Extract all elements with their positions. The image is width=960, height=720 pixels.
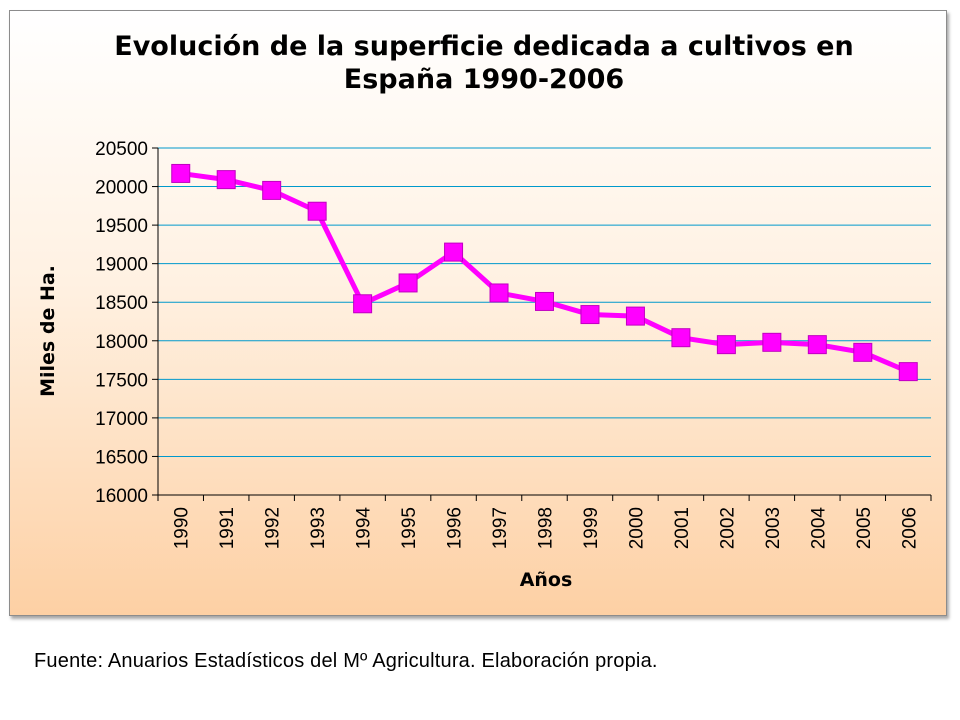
x-tick-labels: 1990 1991 1992 1993 1994 1995 1996 1997 1998 1999… <box>172 507 921 550</box>
y-axis-title: Miles de Ha. <box>37 265 59 397</box>
y-tick-label-19500: 19500 <box>95 216 148 237</box>
x-tick-label-1998: 1998 <box>536 507 557 549</box>
y-tick-label-18000: 18000 <box>95 332 148 353</box>
axes <box>152 147 932 501</box>
data-point-1991 <box>216 170 236 190</box>
x-tick-label-2001: 2001 <box>672 507 693 549</box>
data-point-1996 <box>444 242 464 262</box>
data-point-1998 <box>535 291 554 311</box>
chart-frame: Evolución de la superficie dedicada a cu… <box>9 10 947 616</box>
source-note: Fuente: Anuarios Estadísticos del Mº Agr… <box>34 650 658 672</box>
data-point-2005 <box>853 342 873 362</box>
data-point-1992 <box>262 180 282 200</box>
x-tick-label-2003: 2003 <box>763 507 784 549</box>
series-line-0 <box>180 170 910 374</box>
data-point-2002 <box>716 335 736 355</box>
x-tick-label-1995: 1995 <box>399 507 420 549</box>
x-tick-label-2002: 2002 <box>717 507 738 549</box>
y-tick-label-20000: 20000 <box>95 178 148 199</box>
chart-title-line-2: España 1990-2006 <box>344 64 624 95</box>
data-point-1994 <box>353 294 373 314</box>
series-layer <box>171 163 918 382</box>
x-tick-label-2004: 2004 <box>808 507 829 550</box>
data-point-2003 <box>762 332 782 352</box>
x-tick-label-2000: 2000 <box>626 507 647 549</box>
x-tick-label-1997: 1997 <box>490 507 511 549</box>
data-point-1997 <box>489 283 509 303</box>
x-tick-label-1996: 1996 <box>445 507 466 549</box>
line-chart: Evolución de la superficie dedicada a cu… <box>37 31 932 591</box>
x-tick-label-1991: 1991 <box>217 507 238 549</box>
x-tick-label-2005: 2005 <box>854 507 875 549</box>
x-tick-label-1994: 1994 <box>354 507 375 550</box>
y-tick-label-17500: 17500 <box>95 370 148 391</box>
data-point-2000 <box>625 306 645 326</box>
data-point-1990 <box>171 163 191 183</box>
data-point-1999 <box>580 305 600 325</box>
x-tick-label-2006: 2006 <box>899 507 920 549</box>
y-tick-label-20500: 20500 <box>95 139 148 160</box>
chart-title-line-1: Evolución de la superficie dedicada a cu… <box>114 31 853 62</box>
x-axis-title: Años <box>520 569 573 591</box>
x-tick-label-1993: 1993 <box>308 507 329 549</box>
y-tick-label-18500: 18500 <box>95 293 148 314</box>
y-tick-label-19000: 19000 <box>95 255 148 276</box>
data-point-1993 <box>307 201 327 221</box>
data-point-2004 <box>807 335 827 355</box>
y-tick-label-16000: 16000 <box>95 486 148 507</box>
x-tick-label-1992: 1992 <box>263 507 284 549</box>
data-point-2001 <box>671 328 691 348</box>
y-tick-label-17000: 17000 <box>95 409 148 430</box>
data-point-1995 <box>398 273 418 293</box>
y-tick-labels: 16000 16500 17000 17500 18000 18500 19000 19500… <box>95 139 148 507</box>
x-tick-label-1999: 1999 <box>581 507 602 549</box>
y-tick-label-16500: 16500 <box>95 447 148 468</box>
data-point-2006 <box>898 362 918 382</box>
x-tick-label-1990: 1990 <box>172 507 193 549</box>
